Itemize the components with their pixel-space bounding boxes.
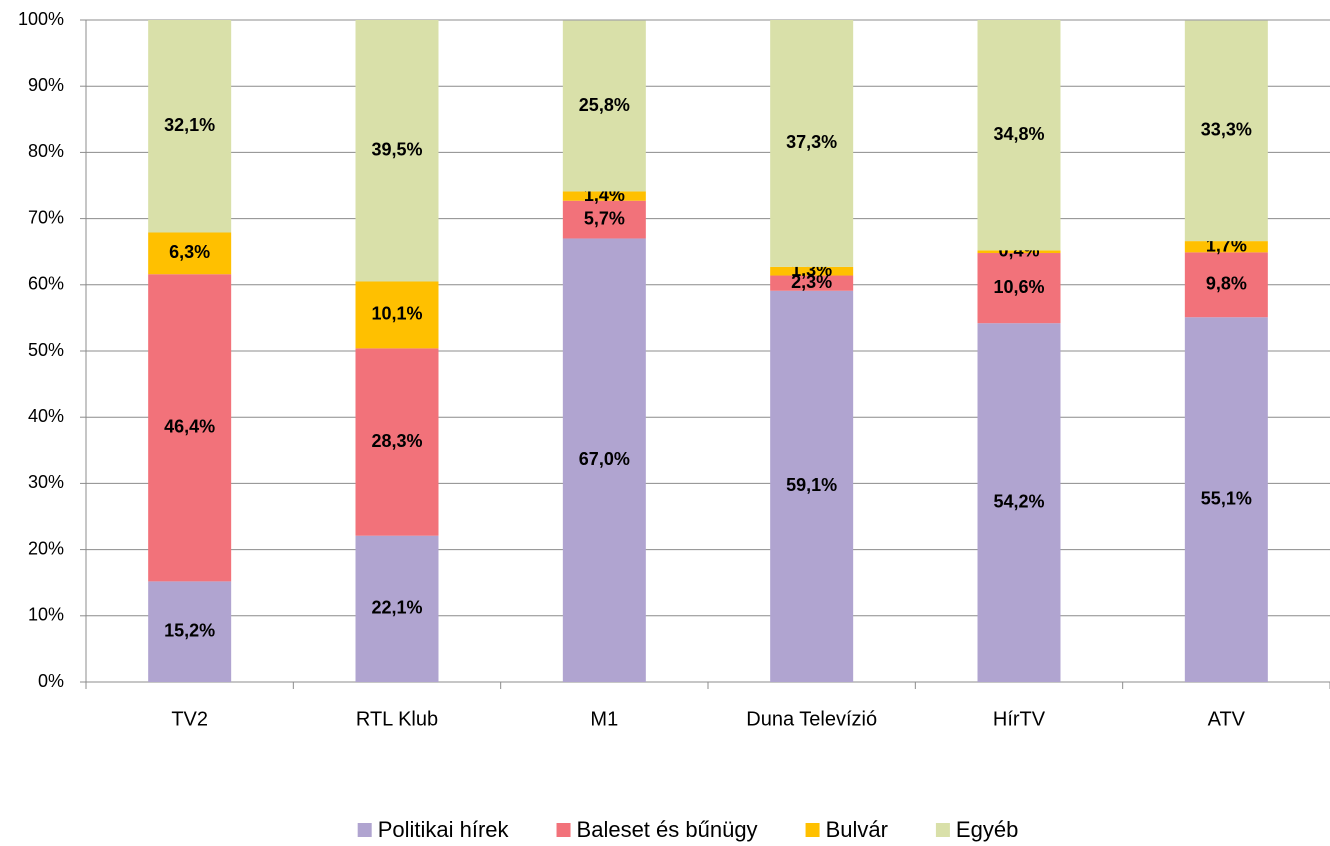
- legend-label: Bulvár: [826, 817, 888, 842]
- bar-segment: [355, 20, 439, 282]
- bar-segment: [977, 253, 1061, 324]
- bar-segment: [562, 20, 646, 192]
- value-label: 54,2%: [993, 491, 1044, 511]
- y-tick-label: 10%: [28, 605, 64, 625]
- y-tick-label: 60%: [28, 274, 64, 294]
- legend-label: Politikai hírek: [378, 817, 510, 842]
- bar-segment: [1184, 252, 1268, 318]
- y-tick-label: 30%: [28, 472, 64, 492]
- value-label: 25,8%: [579, 95, 630, 115]
- bar-segment: [562, 238, 646, 682]
- legend-label: Baleset és bűnügy: [577, 817, 758, 842]
- bar-segment: [355, 281, 439, 349]
- legend-label: Egyéb: [956, 817, 1018, 842]
- x-tick-label: M1: [590, 708, 618, 730]
- bar-segment: [355, 348, 439, 536]
- value-label: 10,1%: [371, 304, 422, 324]
- y-tick-label: 80%: [28, 141, 64, 161]
- x-tick-label: HírTV: [993, 708, 1046, 730]
- y-tick-label: 40%: [28, 406, 64, 426]
- y-tick-label: 0%: [38, 671, 64, 691]
- value-label: 32,1%: [164, 115, 215, 135]
- bar-segment: [977, 250, 1061, 254]
- bar-segment: [770, 20, 854, 267]
- bar-segment: [148, 274, 232, 582]
- bar-segment: [977, 323, 1061, 682]
- bar-segment: [562, 200, 646, 239]
- x-tick-label: RTL Klub: [356, 708, 438, 730]
- y-tick-label: 100%: [18, 9, 64, 29]
- value-label: 67,0%: [579, 449, 630, 469]
- value-label: 55,1%: [1201, 488, 1252, 508]
- bar-segment: [148, 232, 232, 275]
- value-label: 39,5%: [371, 139, 422, 159]
- bar-segment: [770, 266, 854, 276]
- y-tick-label: 50%: [28, 340, 64, 360]
- x-tick-label: ATV: [1208, 708, 1246, 730]
- bar-segment: [355, 535, 439, 682]
- value-label: 37,3%: [786, 132, 837, 152]
- x-tick-label: TV2: [171, 708, 208, 730]
- bar-segment: [1184, 20, 1268, 242]
- value-label: 15,2%: [164, 620, 215, 640]
- bar-segment: [977, 20, 1061, 251]
- bar-segment: [148, 20, 232, 233]
- bar-segment: [1184, 317, 1268, 682]
- bar-segment: [1184, 241, 1268, 253]
- value-label: 9,8%: [1206, 274, 1247, 294]
- y-tick-label: 20%: [28, 538, 64, 558]
- value-label: 2,3%: [791, 272, 832, 292]
- y-tick-label: 90%: [28, 75, 64, 95]
- value-label: 34,8%: [993, 124, 1044, 144]
- value-label: 59,1%: [786, 475, 837, 495]
- value-label: 46,4%: [164, 417, 215, 437]
- y-tick-label: 70%: [28, 207, 64, 227]
- value-label: 22,1%: [371, 598, 422, 618]
- value-label: 6,3%: [169, 242, 210, 262]
- bar-segment: [770, 290, 854, 682]
- legend-swatch: [935, 823, 950, 837]
- bar-segment: [770, 275, 854, 291]
- x-tick-label: Duna Televízió: [746, 708, 877, 730]
- value-label: 5,7%: [584, 208, 625, 228]
- bar-segment: [148, 581, 232, 682]
- legend-swatch: [805, 823, 820, 837]
- bar-segment: [562, 191, 646, 201]
- value-label: 33,3%: [1201, 120, 1252, 140]
- legend-swatch: [357, 823, 372, 837]
- value-label: 28,3%: [371, 431, 422, 451]
- legend-swatch: [556, 823, 571, 837]
- value-label: 10,6%: [993, 277, 1044, 297]
